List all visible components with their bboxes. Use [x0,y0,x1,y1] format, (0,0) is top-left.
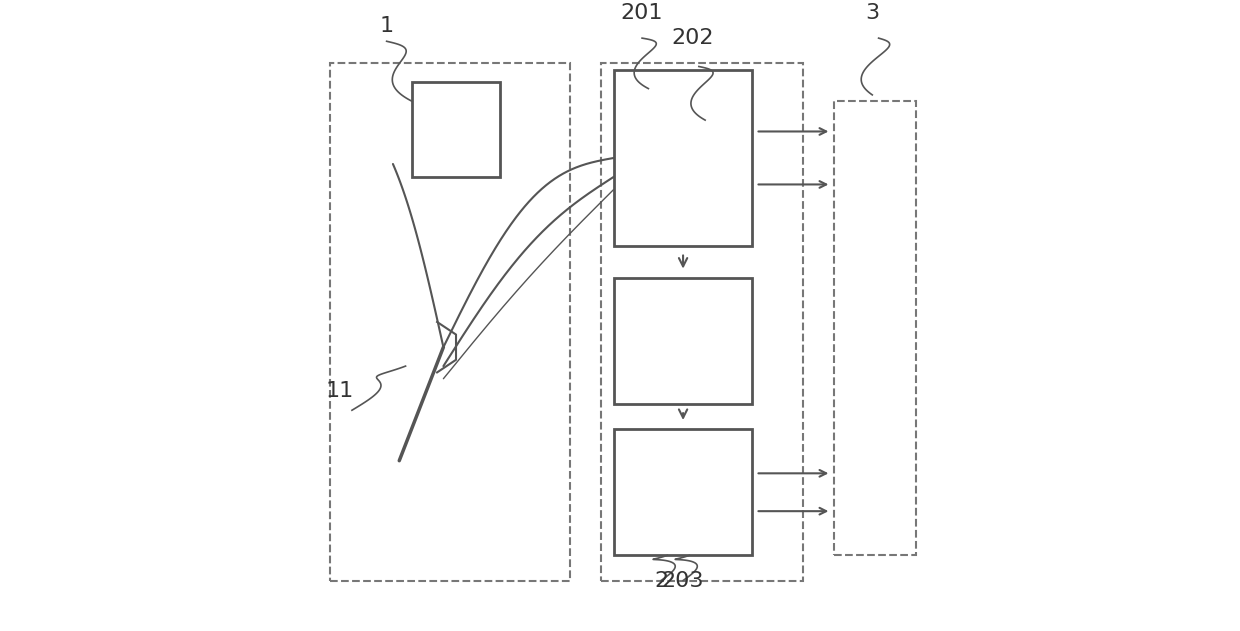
FancyBboxPatch shape [412,82,500,177]
Text: 1: 1 [379,16,393,35]
FancyBboxPatch shape [614,278,753,404]
Text: 11: 11 [325,381,353,401]
Text: 201: 201 [621,3,663,23]
Text: 202: 202 [671,28,714,48]
Text: 2: 2 [653,570,668,591]
FancyBboxPatch shape [614,429,753,555]
Text: 203: 203 [662,570,704,591]
FancyBboxPatch shape [614,69,753,246]
Text: 3: 3 [866,3,879,23]
